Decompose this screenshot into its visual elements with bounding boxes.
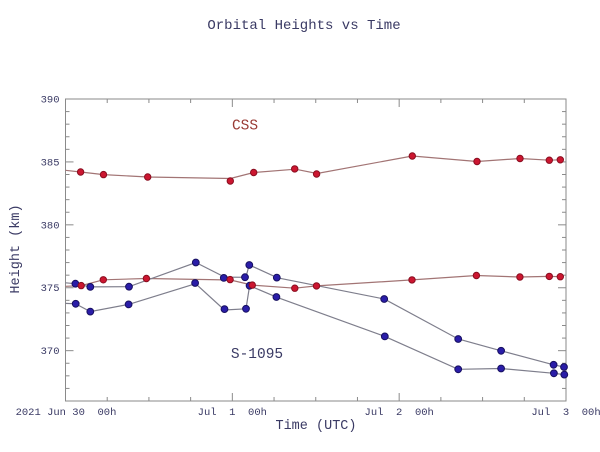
svg-text:Height (km): Height (km) — [9, 204, 24, 293]
svg-text:380: 380 — [41, 220, 60, 232]
svg-text:375: 375 — [41, 283, 60, 295]
svg-text:Time (UTC): Time (UTC) — [275, 419, 356, 434]
svg-text:390: 390 — [41, 95, 60, 107]
svg-text:S-1095: S-1095 — [231, 347, 283, 363]
svg-text:Jul 3 00h: Jul 3 00h — [531, 407, 600, 419]
svg-text:2021 Jun 30 00h: 2021 Jun 30 00h — [16, 407, 117, 419]
svg-text:Orbital Heights vs Time: Orbital Heights vs Time — [207, 18, 400, 34]
svg-text:370: 370 — [41, 346, 60, 358]
svg-text:Jul 2 00h: Jul 2 00h — [365, 407, 434, 419]
svg-text:CSS: CSS — [232, 119, 258, 135]
svg-text:385: 385 — [41, 157, 60, 169]
svg-text:Jul 1 00h: Jul 1 00h — [198, 407, 267, 419]
